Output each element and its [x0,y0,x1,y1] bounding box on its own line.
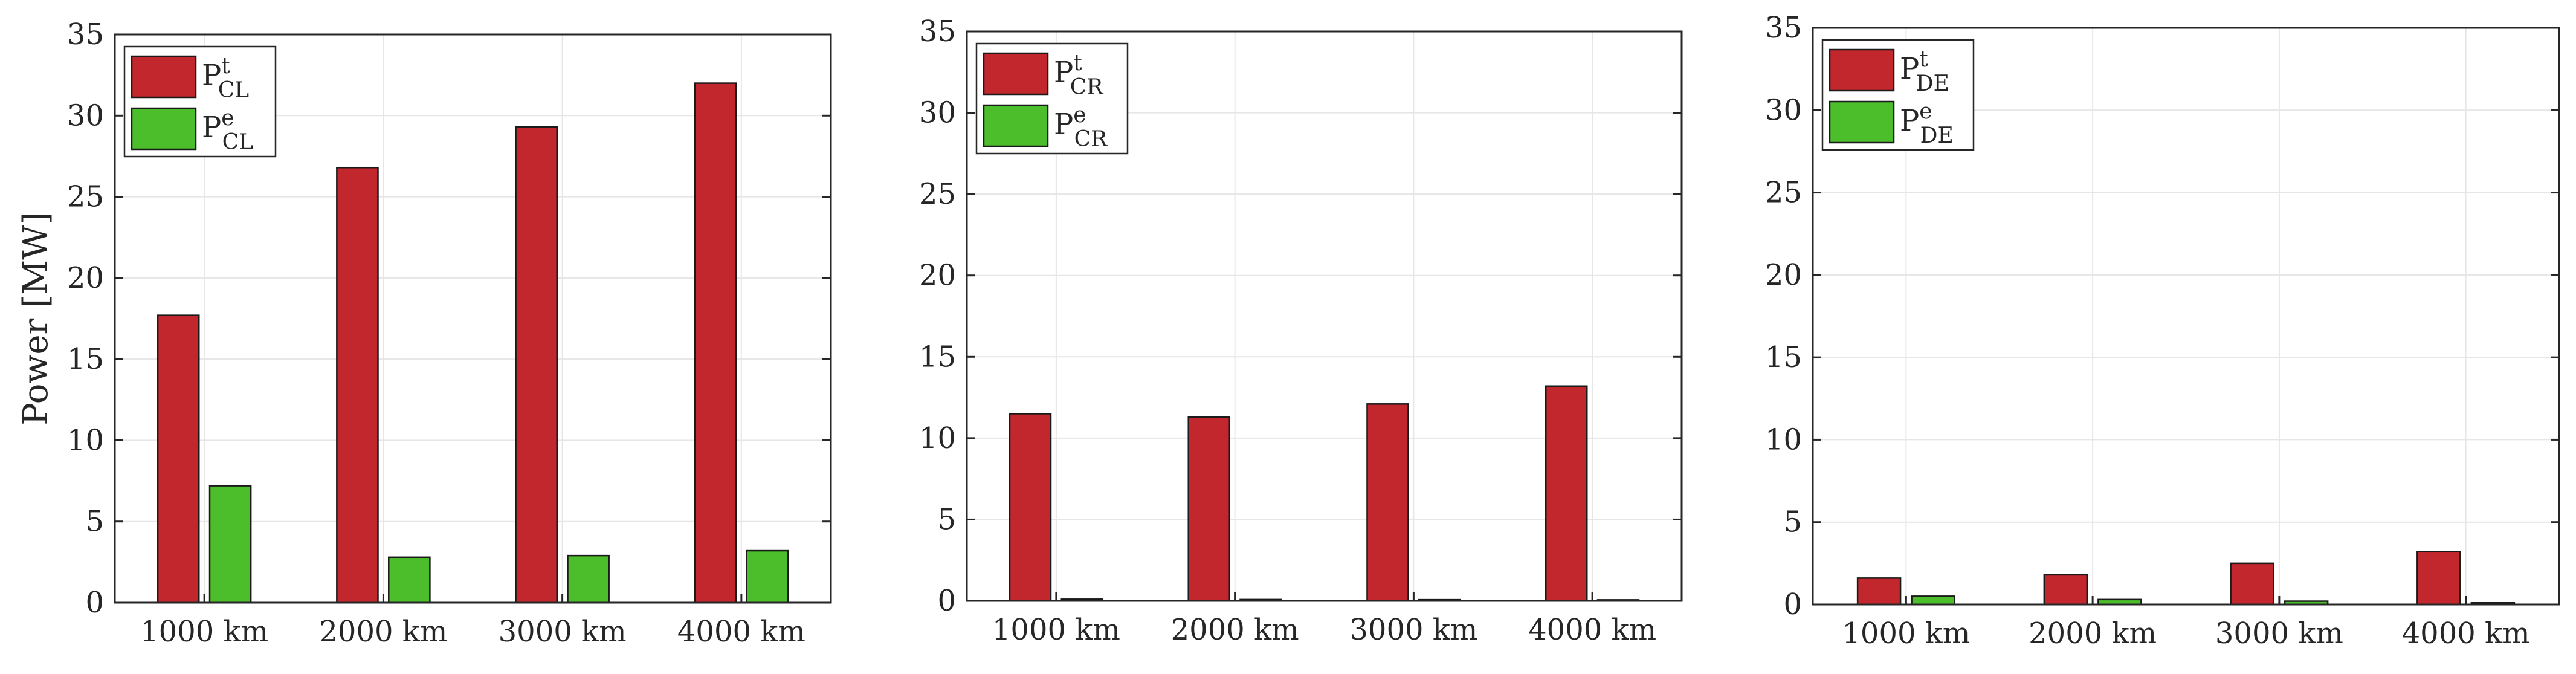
x-tick-label: 2000 km [2029,617,2157,650]
y-tick-label: 30 [919,96,956,130]
x-tick-label: 3000 km [2215,617,2343,650]
x-tick-label: 4000 km [1528,613,1656,647]
legend-swatch [1829,100,1895,144]
bar-t-CL-4 [694,82,737,604]
chart-panel-3: 0 5 10 15 20 25 30 35 1000 km 2000 km 3000 km 4000 … [1765,11,2560,650]
y-tick-label: 10 [1765,423,1802,456]
x-tick-label: 4000 km [2402,617,2530,650]
y-tick-label: 35 [1765,11,1802,45]
y-tick-label: 5 [937,502,956,536]
bar-t-CL-3 [515,126,558,604]
bar-t-DE-1 [1856,577,1902,606]
bar-e-CL-2 [388,556,431,604]
bar-t-DE-4 [2416,551,2461,606]
y-tick-label: 10 [919,421,956,455]
y-tick-label: 25 [67,180,104,214]
y-tick-label: 0 [85,586,104,620]
bar-t-CR-2 [1187,416,1231,602]
legend-swatch [983,52,1049,96]
axes-box [966,30,1683,602]
y-tick-label: 15 [67,342,104,376]
x-tick-label: 1000 km [140,615,268,649]
x-tick-label: 1000 km [992,613,1120,647]
legend-entry: Pe CL [202,106,253,155]
bar-t-CL-1 [157,314,200,604]
y-tick-label: 20 [919,259,956,293]
axes-box [1812,27,2560,606]
y-tick-label: 5 [85,505,104,539]
y-tick-label: 0 [937,584,956,618]
bar-t-CL-2 [336,166,379,604]
y-tick-label: 15 [919,340,956,374]
bar-e-CL-4 [746,549,789,604]
y-tick-label: 20 [1765,258,1802,292]
y-tick-label: 0 [1783,588,1802,621]
chart-panel-2: 0 5 10 15 20 25 30 35 1000 km 2000 km 3000 km 4000 … [919,15,1683,647]
bar-t-CR-4 [1545,385,1588,602]
legend-entry: Pe CR [1054,103,1108,152]
legend-swatch [1829,48,1895,92]
y-axis-label: Power [MW] [16,212,56,425]
chart-panel-1: 0 5 10 15 20 25 30 35 1000 km 2000 km 3000 km 4000 … [16,18,832,649]
y-tick-label: 20 [67,261,104,295]
legend-entry: Pt CL [202,54,249,103]
x-tick-label: 2000 km [1171,613,1299,647]
axes-box [114,33,832,604]
y-tick-label: 5 [1783,505,1802,539]
bar-e-CL-3 [567,554,610,604]
bar-t-DE-3 [2230,562,2274,606]
legend-swatch [983,104,1049,147]
x-tick-label: 1000 km [1842,617,1970,650]
bar-e-CL-1 [208,485,252,604]
bar-e-DE-1 [1911,595,1955,606]
y-tick-label: 30 [1765,93,1802,127]
x-tick-label: 3000 km [499,615,627,649]
y-tick-label: 10 [67,423,104,457]
legend-entry: Pt DE [1900,47,1949,96]
x-tick-label: 2000 km [319,615,447,649]
y-tick-label: 25 [919,177,956,211]
x-tick-label: 4000 km [677,615,805,649]
y-tick-label: 30 [67,99,104,132]
y-tick-label: 35 [67,18,104,51]
bar-t-DE-2 [2043,574,2088,606]
y-tick-label: 25 [1765,176,1802,210]
y-tick-label: 15 [1765,340,1802,374]
y-tick-label: 35 [919,15,956,48]
legend-entry: Pe DE [1900,99,1954,148]
bar-t-CR-1 [1009,413,1052,602]
legend-swatch [131,107,197,151]
legend-entry: Pt CR [1054,51,1103,100]
bar-t-CR-3 [1366,403,1409,602]
legend-swatch [131,55,197,99]
x-tick-label: 3000 km [1349,613,1477,647]
